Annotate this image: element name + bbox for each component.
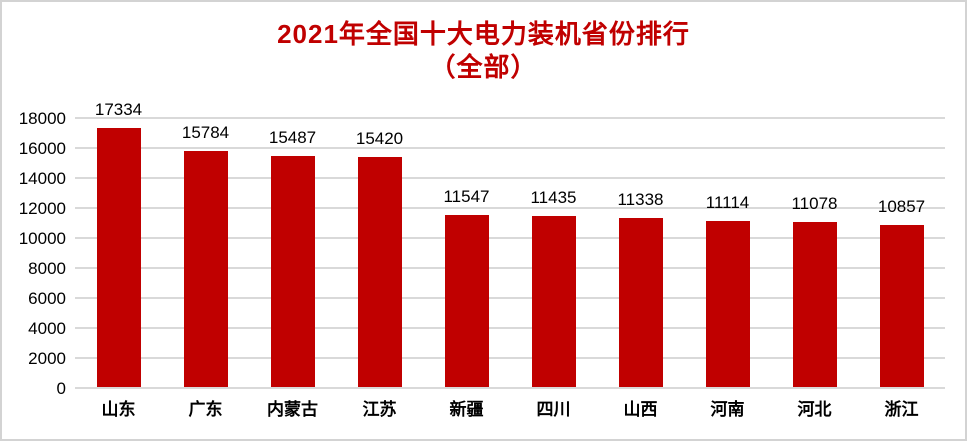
bar-value-label: 11547 <box>443 186 490 206</box>
chart-title-line1: 2021年全国十大电力装机省份排行 <box>277 19 690 49</box>
y-axis-tick-label: 10000 <box>18 229 66 248</box>
y-axis-tick-label: 14000 <box>18 169 66 188</box>
y-axis-tick-label: 2000 <box>28 349 66 368</box>
gridline-18000 <box>75 117 945 119</box>
bar-value-label: 11435 <box>530 188 577 208</box>
bar-value-label: 15420 <box>355 128 404 148</box>
x-axis-category-label: 新疆 <box>449 400 484 419</box>
bar-河南 <box>705 221 750 388</box>
bar-新疆 <box>444 214 489 388</box>
bar-value-label: 11078 <box>791 193 838 213</box>
y-axis-tick-label: 4000 <box>28 319 66 338</box>
bar-value-label: 15487 <box>268 127 317 147</box>
bar-四川 <box>531 216 576 388</box>
gridline-2000 <box>75 357 945 359</box>
x-axis-category-label: 河北 <box>797 400 832 419</box>
bar-value-label: 10857 <box>877 197 926 217</box>
y-axis-tick-label: 6000 <box>28 289 66 308</box>
x-axis-category-label: 江苏 <box>362 400 397 419</box>
gridline-12000 <box>75 207 945 209</box>
bar-value-label: 11114 <box>705 193 750 213</box>
bar-山西 <box>618 217 663 388</box>
x-axis-category-label: 广东 <box>188 400 223 419</box>
bar-value-label: 11338 <box>617 189 664 209</box>
bar-内蒙古 <box>270 155 315 388</box>
bar-山东 <box>96 127 141 388</box>
x-axis-category-label: 山西 <box>623 400 658 419</box>
gridline-14000 <box>75 177 945 179</box>
x-axis-category-label: 四川 <box>536 400 571 419</box>
chart-title: 2021年全国十大电力装机省份排行 （全部） <box>2 18 965 84</box>
x-axis-category-label: 河南 <box>710 400 745 419</box>
y-axis-tick-label: 12000 <box>18 199 66 218</box>
bar-江苏 <box>357 156 402 388</box>
gridline-8000 <box>75 267 945 269</box>
gridline-6000 <box>75 297 945 299</box>
x-axis-category-label: 内蒙古 <box>267 400 318 419</box>
x-axis-category-label: 浙江 <box>884 400 919 419</box>
bar-河北 <box>792 221 837 388</box>
bar-value-label: 15784 <box>181 123 230 143</box>
bar-广东 <box>183 151 228 388</box>
y-axis-tick-label: 16000 <box>18 139 66 158</box>
y-axis-tick-label: 18000 <box>18 109 66 128</box>
chart-title-line2: （全部） <box>429 52 538 82</box>
gridline-16000 <box>75 147 945 149</box>
bar-value-label: 17334 <box>94 99 143 119</box>
x-axis-line <box>75 387 945 389</box>
y-axis-tick-label: 0 <box>56 379 66 398</box>
x-axis-category-label: 山东 <box>101 400 136 419</box>
bar-浙江 <box>879 225 924 388</box>
gridline-10000 <box>75 237 945 239</box>
y-axis-tick-label: 8000 <box>28 259 66 278</box>
gridline-4000 <box>75 327 945 329</box>
